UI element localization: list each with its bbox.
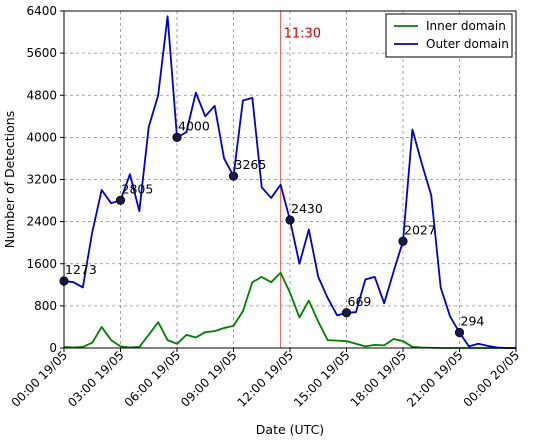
marker-2805 [115, 195, 126, 205]
legend-box [385, 13, 513, 58]
y-tick-label-5600: 5600 [26, 46, 57, 60]
x-tick-label-21: 21:00 19/05 [404, 348, 466, 410]
y-tick-label-2400: 2400 [26, 215, 57, 229]
marker-label-294: 294 [461, 314, 485, 329]
marker-label-2027: 2027 [404, 222, 436, 237]
x-tick-label-3: 03:00 19/05 [65, 348, 127, 410]
x-tick-label-18: 18:00 19/05 [348, 348, 410, 410]
legend-label-inner-domain: Inner domain [426, 19, 506, 33]
marker-2027 [398, 236, 408, 246]
reference-vline-label: 11:30 [284, 26, 321, 41]
y-tick-label-4800: 4800 [26, 88, 57, 102]
x-axis-title: Date (UTC) [256, 422, 324, 437]
marker-4000 [172, 132, 182, 142]
x-tick-label-9: 09:00 19/05 [178, 348, 240, 410]
marker-2430 [285, 215, 295, 225]
y-tick-label-6400: 6400 [26, 4, 57, 18]
y-tick-label-1600: 1600 [26, 257, 57, 271]
marker-294 [454, 327, 465, 338]
y-tick-label-3200: 3200 [26, 173, 57, 187]
marker-label-2805: 2805 [122, 181, 154, 196]
marker-layer: 1273 2805 4000 3265 2430 669 2027 294 [59, 118, 485, 338]
x-tick-label-15: 15:00 19/05 [291, 348, 353, 410]
vline-layer: 11:30 [280, 11, 321, 348]
legend-label-outer-domain: Outer domain [426, 37, 509, 51]
marker-label-669: 669 [348, 294, 372, 309]
x-tick-label-6: 06:00 19/05 [122, 348, 184, 410]
x-tick-label-12: 12:00 19/05 [235, 348, 297, 410]
y-axis-title: Number of Detections [2, 111, 17, 248]
x-tick-label-0: 00:00 19/05 [9, 348, 71, 410]
y-tick-label-800: 800 [34, 299, 57, 313]
y-tick-label-0: 0 [49, 341, 57, 355]
legend: Inner domain Outer domain [385, 13, 513, 58]
marker-label-3265: 3265 [235, 157, 267, 172]
marker-3265 [228, 171, 239, 181]
marker-label-2430: 2430 [291, 201, 323, 216]
marker-label-4000: 4000 [178, 118, 210, 133]
y-tick-label-4000: 4000 [26, 130, 57, 144]
marker-669 [341, 308, 352, 318]
marker-label-1273: 1273 [65, 262, 97, 277]
x-tick-label-24: 00:00 20/05 [461, 348, 523, 410]
